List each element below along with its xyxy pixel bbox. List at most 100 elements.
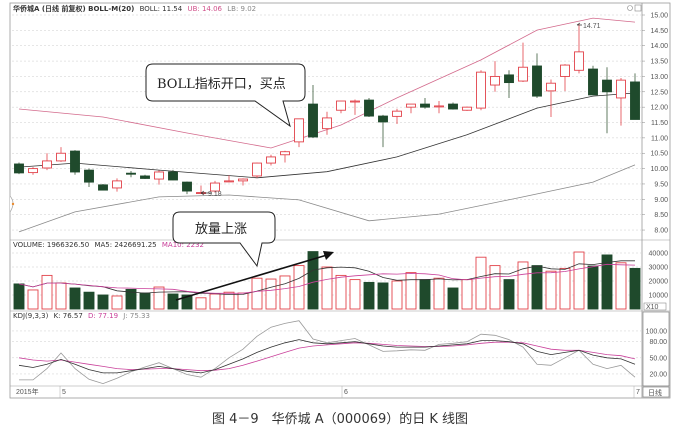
volume-bar-down [139,292,151,310]
candle-up [616,79,626,99]
grid-lines [12,14,641,375]
volume-bar-up [559,267,571,310]
candle-up [476,71,486,109]
candle-up [238,178,248,182]
volume-bar-up [55,282,67,310]
volume-bar-up [41,274,53,310]
volume-bar-up [615,262,627,310]
scroll-handle-dot-icon [11,202,15,206]
axis-labels: 15.00 14.50 14.00 13.50 13.00 12.50 12.00 11.50… [642,13,669,378]
candle-down [182,181,192,192]
chart-title: 华侨城A (日线 前复权) BOLL-M(20) [13,4,134,13]
volume-bar-up [111,295,123,310]
candle-up [462,106,472,111]
date-year: 2015年 [16,387,39,396]
candle-down [140,175,150,179]
kdj-j: J: 75.33 [122,312,150,320]
volume-bar-up [573,251,585,310]
volume-bar-up [335,274,347,310]
candle-up [266,156,276,164]
volume-bar-down [601,254,613,310]
high-marker-arrow-icon [576,22,582,26]
candle-down [308,103,318,138]
candle-up [392,110,402,117]
candle-up [560,64,570,77]
volume-ma5-line [18,260,635,296]
volume-bar-down [503,279,515,310]
volume-bar-up [279,275,291,310]
price-tick-label: 11.00 [651,135,668,142]
candle-up [574,51,584,71]
price-tick-label: 14.00 [650,43,668,50]
date-june: 6 [344,389,348,396]
volume-bar-up [265,278,277,310]
price-tick-label: 8.50 [654,212,668,219]
price-tick-label: 14.50 [650,28,668,35]
candle-down [602,79,612,93]
price-tick-label: 10.50 [650,151,668,158]
settings-circle-icon[interactable] [627,5,633,11]
candle-up [490,75,500,86]
volume-bar-up [405,272,417,310]
volume-bar-up [461,279,473,310]
volume-tick-label: 30000 [649,265,669,272]
volume-bar-down [167,293,179,310]
volume-bar-up [251,277,263,310]
candle-up [350,100,360,103]
volume-bar-up [475,256,487,310]
volume-callout-bubble [172,211,276,268]
candle-up [210,182,220,192]
boll-ub-value: UB: 14.06 [187,5,222,13]
candle-down [14,163,24,174]
candle-up [294,118,304,143]
kdj-lines [18,320,636,385]
candle-up [518,66,528,82]
candle-down [378,115,388,123]
volume-bar-down [531,265,543,310]
chart-header: 华侨城A (日线 前复权) BOLL-M(20) BOLL: 11.54 UB:… [13,4,256,13]
window-toggle-icon[interactable] [634,4,642,12]
boll-callout-text: BOLL指标开口，买点 [157,77,286,92]
kdj-k-line [18,339,636,374]
volume-bar-up [153,286,165,310]
boll-lb-value: LB: 9.02 [227,5,256,13]
kdj-d: D: 77.19 [88,312,118,320]
volume-bar-down [419,279,431,310]
volume-trend-arrow [175,254,328,301]
price-tick-label: 9.50 [654,181,668,188]
period-button[interactable] [642,386,670,398]
volume-bar-down [69,287,81,310]
volume-bar-down [629,267,641,310]
candle-up [112,180,122,189]
volume-unit-box [643,302,667,311]
candle-down [364,99,374,117]
figure-caption: 图 4－9 华侨城 A（000069）的日 K 线图 [212,411,468,427]
price-tick-label: 8.00 [654,228,668,235]
volume-bar-down [181,294,193,310]
candle-down [448,103,458,110]
kdj-j-line [19,320,636,385]
volume-unit: X10 [646,304,659,311]
candle-down [588,68,598,96]
price-tick-label: 12.50 [650,89,668,96]
volume-bar-down [377,282,389,310]
volume-ma10: MA10: 2232 [162,241,204,249]
volume-tick-label: 40000 [649,251,669,258]
price-tick-label: 13.00 [650,74,668,81]
candle-down [420,103,430,108]
volume-value: VOLUME: 1966326.50 [13,241,89,249]
kdj-label: KDJ(9,3,3) [13,312,49,320]
volume-tick-label: 10000 [649,293,669,300]
volume-bar-down [97,294,109,310]
kdj-k: K: 76.57 [54,312,83,320]
volume-bars [13,251,641,310]
candle-up [322,117,332,130]
volume-bar-down [13,283,25,310]
kdj-tick-label: 100.00 [646,328,668,335]
boll-callout-bubble [145,63,306,128]
candle-up [336,100,346,111]
candle-down [532,65,542,97]
volume-bar-up [349,279,361,310]
kdj-tick-label: 80.00 [649,339,667,346]
